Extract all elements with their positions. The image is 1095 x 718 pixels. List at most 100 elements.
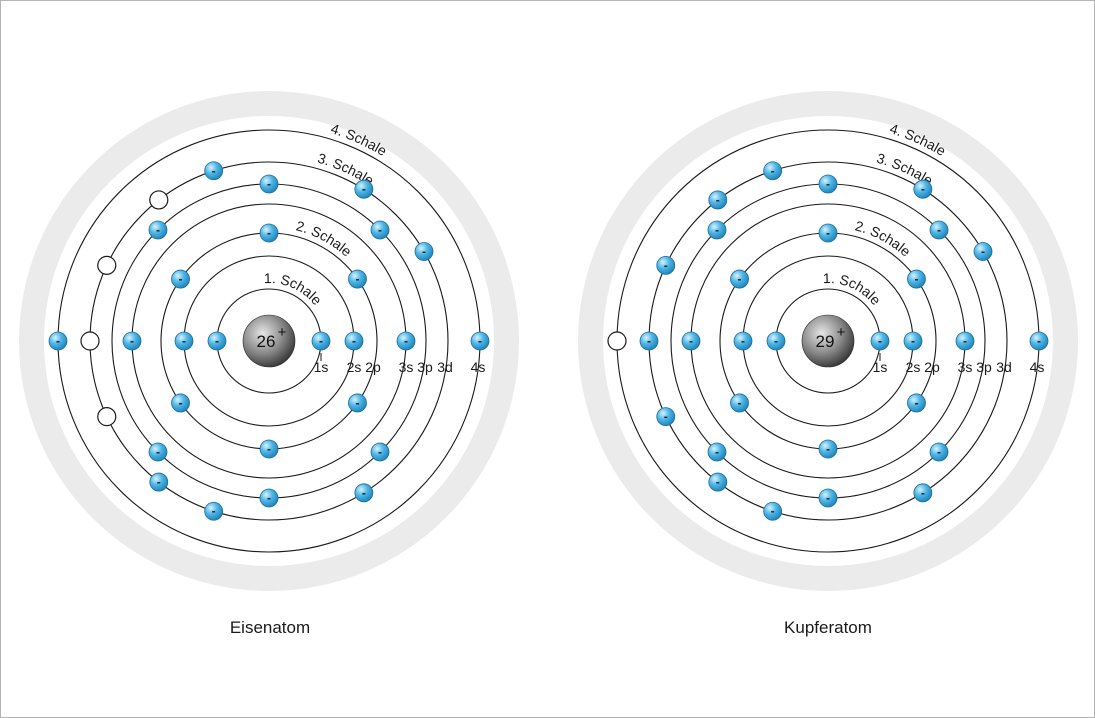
electron-ball [763,501,783,521]
electron-4s: - [48,331,68,351]
electron-ball [1029,331,1049,351]
electron-ball [171,269,190,289]
electron-sign: - [130,334,134,348]
electron-sign: - [362,486,366,500]
electron-ball [259,439,279,459]
electron-ball [766,331,786,351]
orbital-label-2s: 2s [347,359,362,375]
nucleus-sphere [242,314,296,368]
orbital-label-3s: 3s [399,359,414,375]
electron-ball [354,179,374,199]
electron-ball [207,331,227,351]
electron-sign: - [156,223,160,237]
orbital-label-4s: 4s [1030,359,1045,375]
nucleus: 29 + [801,314,855,368]
electron-sign: - [716,475,720,489]
electron-ball [907,269,926,289]
electron-3d: - [354,179,374,199]
electron-ball [354,483,374,503]
orbital-label-2p: 2p [924,359,940,375]
electron-vacancy-3d [97,407,117,427]
electron-ball [311,331,331,351]
electron-3p: - [707,220,727,240]
electron-3p: - [818,174,838,194]
electron-sign: - [355,272,359,286]
electron-ball [470,331,490,351]
electron-3p: - [148,442,168,462]
electron-ball [656,255,676,275]
electron-sign: - [179,396,183,410]
electron-ball [204,161,224,181]
electron-2p: - [171,269,190,289]
electron-3p: - [370,220,390,240]
electron-2p: - [348,393,367,413]
nucleus-charge: 29 [816,332,835,351]
electron-2p: - [907,269,926,289]
electron-vacancy-3d [97,255,117,275]
electron-ball [955,331,975,351]
electron-ball [149,472,169,492]
electron-vacancy-3d [80,331,100,351]
electron-sign: - [362,182,366,196]
electron-sign: - [352,334,356,348]
electron-sign: - [378,223,382,237]
nucleus-sign: + [837,324,846,341]
electron-3p: - [370,442,390,462]
electron-sign: - [826,442,830,456]
electron-3d: - [656,255,676,275]
electron-sign: - [56,334,60,348]
electron-2p: - [818,439,838,459]
electron-sign: - [937,223,941,237]
electron-sign: - [319,334,323,348]
electron-ball [870,331,890,351]
electron-2s: - [903,331,923,351]
orbital-label-3d: 3d [996,359,1012,375]
electron-3d: - [656,407,676,427]
electron-ball [348,393,367,413]
electron-sign: - [478,334,482,348]
electron-3s: - [955,331,975,351]
electron-4s: - [1029,331,1049,351]
electron-3s: - [122,331,142,351]
electron-ball [204,501,224,521]
electron-4s: - [470,331,490,351]
electron-ball [344,331,364,351]
electron-sign: - [921,182,925,196]
electron-2s: - [344,331,364,351]
electron-ball [348,269,367,289]
electron-sign: - [963,334,967,348]
electron-sign: - [715,445,719,459]
electron-ball [259,223,279,243]
orbital-label-3p: 3p [976,359,992,375]
electron-3d: - [913,179,933,199]
electron-sign: - [716,193,720,207]
electron-sign: - [267,442,271,456]
electron-2p: - [818,223,838,243]
electron-ball [818,174,838,194]
electron-ball [174,331,194,351]
electron-ball [656,407,676,427]
electron-ball [973,242,993,261]
orbital-label-2s: 2s [906,359,921,375]
electron-sign: - [267,177,271,191]
electron-2p: - [348,269,367,289]
electron-1s: - [870,331,890,351]
electron-2p: - [171,393,190,413]
electron-sign: - [826,226,830,240]
electron-ball [708,190,728,210]
orbital-label-3d: 3d [437,359,453,375]
electron-ball [681,331,701,351]
electron-3s: - [681,331,701,351]
nucleus-sign: + [278,324,287,341]
electron-3d: - [204,161,224,181]
electron-ball [370,220,390,240]
electron-sign: - [689,334,693,348]
electron-sign: - [981,245,985,259]
electron-sign: - [664,258,668,272]
electron-vacancy-4s [607,331,627,351]
electron-3p: - [259,488,279,508]
electron-2p: - [730,269,749,289]
electron-ball [733,331,753,351]
